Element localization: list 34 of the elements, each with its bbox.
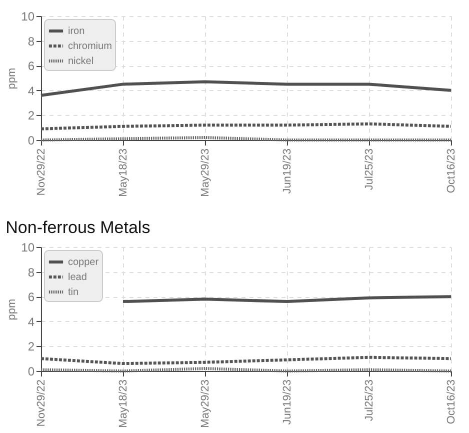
legend-label: chromium [68,41,112,52]
legend-label: iron [68,26,85,37]
y-tick-label: 4 [28,84,35,98]
legend-label: tin [68,287,79,298]
y-tick-label: 2 [28,108,35,123]
y-axis-title: ppm [6,298,18,320]
x-tick-label: Oct16/23 [446,148,458,194]
y-tick-label: 10 [21,240,35,254]
legend-label: nickel [68,56,94,67]
x-tick-label: Jun19/23 [282,380,294,425]
legend-label: copper [68,257,100,268]
x-tick-label: May18/23 [118,148,130,197]
legend-label: lead [68,272,87,283]
y-tick-label: 0 [28,364,35,378]
y-tick-label: 8 [28,34,35,48]
x-tick-label: May29/23 [200,380,212,428]
x-tick-label: Oct16/23 [446,380,458,424]
y-tick-label: 6 [28,290,35,304]
line-series [40,356,452,366]
y-tick-label: 4 [28,314,35,329]
y-tick-label: 8 [28,265,35,280]
x-tick-label: Jul25/23 [364,380,376,422]
x-tick-label: Nov29/22 [36,148,48,196]
y-tick-label: 2 [28,340,35,354]
y-tick-label: 0 [28,134,35,148]
x-tick-label: May29/23 [200,148,212,197]
x-tick-label: Jul25/23 [364,148,376,190]
x-tick-label: Jun19/23 [282,148,294,194]
x-tick-label: Nov29/22 [36,380,48,427]
x-tick-label: May18/23 [118,380,130,428]
y-tick-label: 10 [21,10,35,24]
y-tick-label: 6 [28,59,35,74]
y-axis-title: ppm [6,68,18,90]
chart-title: Non-ferrous Metals [6,218,150,237]
